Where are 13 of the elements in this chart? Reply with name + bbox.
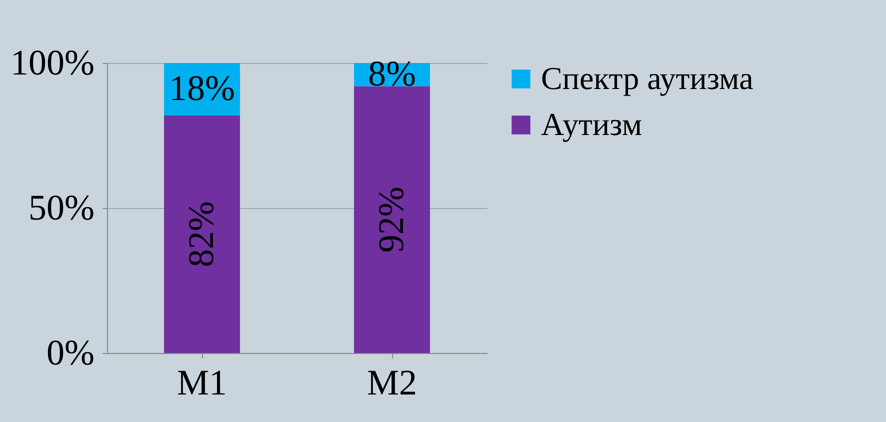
y-tick-label: 0% xyxy=(46,332,94,372)
legend-label: Спектр аутизма xyxy=(541,60,754,96)
y-tick-label: 100% xyxy=(10,42,94,82)
x-tick-label: M2 xyxy=(366,362,418,402)
legend-label: Аутизм xyxy=(541,106,642,142)
data-label: 92% xyxy=(371,186,411,253)
y-tick-label: 50% xyxy=(28,188,94,228)
data-label: 18% xyxy=(169,68,235,108)
data-label: 8% xyxy=(368,54,416,94)
x-tick-label: M1 xyxy=(176,362,228,402)
bar xyxy=(164,115,240,353)
bar xyxy=(354,86,430,353)
data-label: 82% xyxy=(181,201,221,268)
